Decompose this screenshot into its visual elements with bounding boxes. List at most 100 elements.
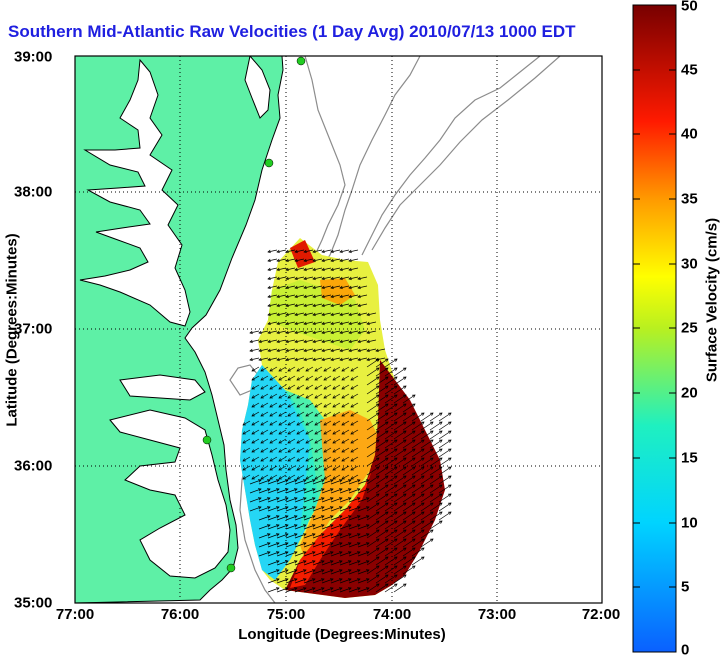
velocity-arrow [348,303,359,307]
velocity-arrowhead [294,285,298,290]
velocity-arrowhead [375,376,380,380]
velocity-arrow [375,403,389,413]
velocity-arrow [305,465,314,471]
velocity-arrowhead [257,479,262,483]
velocity-arrowhead [338,569,343,573]
velocity-arrowhead [267,276,271,281]
velocity-arrowhead [266,497,271,501]
velocity-arrowhead [411,421,416,425]
velocity-arrowhead [323,422,328,426]
velocity-arrowhead [311,587,316,591]
velocity-arrow [314,375,323,381]
velocity-arrow [393,421,407,431]
velocity-arrow [393,583,407,593]
velocity-arrowhead [321,339,325,344]
velocity-arrowhead [338,488,343,492]
velocity-arrowhead [284,542,289,546]
velocity-arrow [267,497,280,503]
velocity-arrow [366,529,380,539]
velocity-arrowhead [338,506,343,510]
velocity-arrowhead [341,476,346,480]
velocity-arrow [294,551,307,557]
velocity-arrow [341,420,350,426]
velocity-arrow [341,429,350,435]
velocity-arrowhead [375,583,380,587]
velocity-arrowhead [303,258,307,263]
velocity-arrowhead [278,467,283,471]
velocity-arrowhead [420,412,425,416]
velocity-arrowhead [296,377,301,381]
velocity-arrowhead [350,404,355,408]
velocity-arrow [287,456,296,462]
velocity-arrowhead [305,404,310,408]
velocity-arrow [366,574,380,584]
velocity-arrowhead [338,479,343,483]
velocity-arrow [287,420,296,426]
velocity-arrow [375,529,389,539]
velocity-arrow [276,506,289,512]
velocity-arrowhead [393,376,398,380]
velocity-arrow [321,348,332,352]
velocity-arrowhead [284,506,289,510]
velocity-arrow [314,384,323,390]
velocity-arrow [375,538,389,548]
velocity-arrowhead [260,386,265,390]
velocity-arrow [305,411,314,417]
velocity-arrow [278,465,287,471]
velocity-arrowhead [330,249,334,254]
velocity-arrowhead [393,502,398,506]
velocity-arrow [276,321,287,325]
velocity-arrow [285,533,298,539]
velocity-arrowhead [312,321,316,326]
velocity-arrow [330,488,343,494]
velocity-arrow [330,578,343,584]
velocity-arrow [438,475,452,485]
velocity-arrowhead [269,404,274,408]
velocity-arrowhead [311,506,316,510]
velocity-arrowhead [275,587,280,591]
velocity-arrow [278,402,287,408]
velocity-arrow [285,312,296,316]
orange-band-zone [300,410,380,560]
velocity-arrowhead [293,533,298,537]
velocity-arrowhead [347,506,352,510]
velocity-arrowhead [305,368,310,372]
velocity-arrow [438,421,452,431]
velocity-arrowhead [402,412,407,416]
velocity-arrowhead [294,348,298,353]
velocity-arrow [276,560,289,566]
velocity-arrow [366,448,380,458]
velocity-arrowhead [366,339,370,344]
velocity-arrowhead [311,524,316,528]
velocity-arrowhead [393,574,398,578]
velocity-arrow [366,502,380,512]
velocity-arrowhead [329,587,334,591]
velocity-arrow [438,430,452,440]
velocity-arrow [278,411,287,417]
velocity-arrowhead [393,466,398,470]
velocity-arrow [348,578,361,584]
velocity-arrow [285,357,296,361]
velocity-arrowhead [311,497,316,501]
velocity-arrow [285,267,296,271]
velocity-arrow [294,249,305,253]
velocity-arrow [366,394,380,404]
velocity-arrow [420,493,434,503]
velocity-arrowhead [347,488,352,492]
velocity-arrow [366,439,380,449]
velocity-arrow [303,533,316,539]
velocity-arrow [330,312,341,316]
velocity-arrowhead [330,357,334,362]
velocity-arrowhead [320,551,325,555]
velocity-arrow [312,348,323,352]
velocity-arrowhead [402,430,407,434]
velocity-arrowhead [341,422,346,426]
velocity-arrow [384,529,398,539]
velocity-arrowhead [350,386,355,390]
velocity-arrowhead [311,560,316,564]
velocity-arrowhead [323,395,328,399]
velocity-arrow [251,402,260,408]
velocity-arrowhead [357,357,361,362]
velocity-arrow [276,285,287,289]
velocity-arrowhead [305,386,310,390]
